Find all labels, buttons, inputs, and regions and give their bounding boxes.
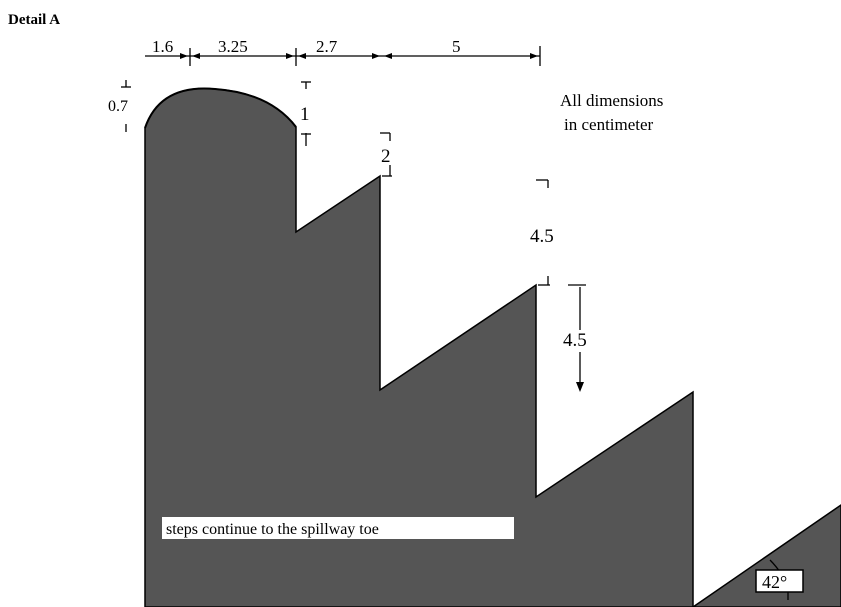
units-note-line-1: All dimensions: [560, 91, 663, 110]
dim-top-1: 1.6: [152, 37, 173, 56]
crest-height-dimension: [121, 80, 131, 132]
drop-3-dimension: [536, 179, 550, 286]
top-dimension-chain: [145, 46, 541, 66]
steps-note: steps continue to the spillway toe: [166, 521, 379, 538]
drop-4-dimension: [568, 284, 586, 392]
angle-label: 42°: [762, 572, 787, 592]
dim-drop-3: 4.5: [530, 226, 554, 247]
drop-1-dimension: [301, 81, 311, 146]
dim-drop-4: 4.5: [563, 330, 587, 351]
steps-note-box: [162, 517, 514, 539]
dim-drop-1: 1: [300, 104, 310, 125]
dim-drop-2: 2: [381, 146, 391, 167]
dim-crest-height: 0.7: [108, 98, 128, 115]
dim-top-4: 5: [452, 37, 461, 56]
crest-arc: [144, 87, 297, 129]
dim-top-3: 2.7: [316, 37, 338, 56]
units-note-line-2: in centimeter: [564, 115, 654, 134]
lower-step: [691, 504, 841, 607]
angle-label-box: [755, 569, 804, 593]
drop-2-dimension: [380, 132, 392, 177]
diagram-title: Detail A: [8, 12, 60, 28]
dim-top-2: 3.25: [218, 37, 248, 56]
